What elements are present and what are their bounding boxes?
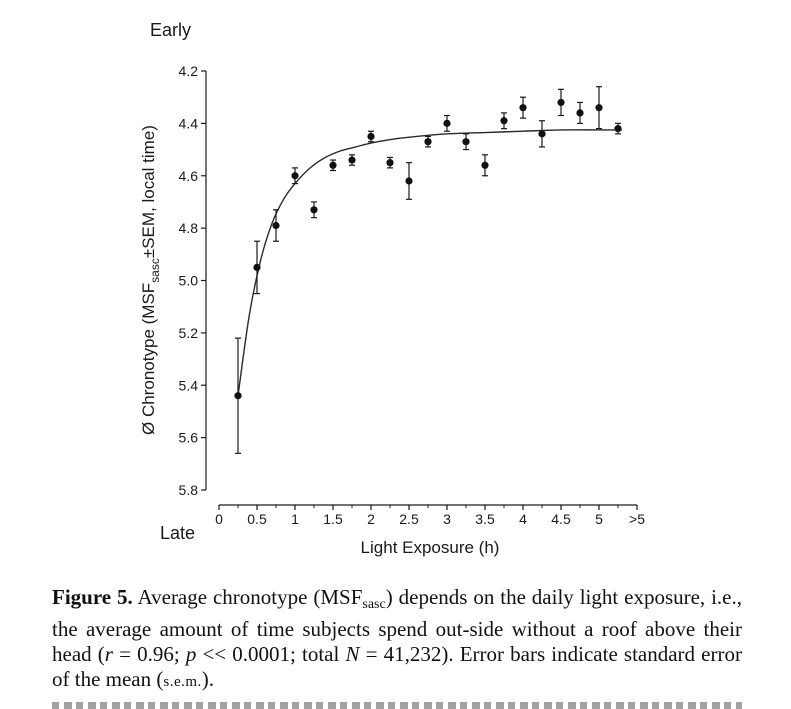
point-marker <box>500 117 508 125</box>
point-marker <box>519 104 527 112</box>
data-point <box>234 337 242 454</box>
figure-caption: Figure 5. Average chronotype (MSFsasc) d… <box>52 585 742 691</box>
y-tick-label: 5.4 <box>179 377 199 393</box>
point-marker <box>443 119 451 127</box>
data-point <box>462 133 470 151</box>
x-tick-label: 3.5 <box>475 511 495 527</box>
point-marker <box>234 392 242 400</box>
data-point <box>367 130 375 143</box>
data-marks <box>234 86 622 454</box>
x-tick-label: >5 <box>629 511 645 527</box>
y-axis-title: Ø Chronotype (MSFsasc±SEM, local time) <box>139 125 162 435</box>
data-point <box>519 96 527 119</box>
chart: Early Late Ø Chronotype (MSFsasc±SEM, lo… <box>139 20 646 557</box>
fit-curve <box>237 129 622 396</box>
x-tick-label: 4 <box>519 511 527 527</box>
x-tick-label: 2 <box>367 511 375 527</box>
y-tick-label: 4.2 <box>179 63 199 79</box>
point-marker <box>538 130 546 138</box>
caption-label: Figure 5. <box>52 585 133 609</box>
x-tick-label: 0.5 <box>247 511 267 527</box>
data-point <box>595 86 603 130</box>
y-tick-label: 4.4 <box>179 115 199 131</box>
y-tick-label: 5.2 <box>179 325 199 341</box>
data-point <box>310 201 318 219</box>
point-marker <box>291 172 299 180</box>
point-marker <box>329 161 337 169</box>
late-label: Late <box>160 523 195 543</box>
x-tick-label: 3 <box>443 511 451 527</box>
x-tick-label: 0 <box>215 511 223 527</box>
data-point <box>348 154 356 166</box>
data-point <box>424 135 432 148</box>
x-tick-label: 5 <box>595 511 603 527</box>
data-point <box>405 162 413 200</box>
point-marker <box>272 221 280 230</box>
data-point <box>500 112 508 130</box>
y-tick-label: 4.8 <box>179 220 199 236</box>
x-axis-title: Light Exposure (h) <box>361 538 500 557</box>
point-marker <box>424 138 432 146</box>
data-point <box>614 122 622 135</box>
data-point <box>481 154 489 177</box>
data-point <box>329 159 337 172</box>
early-label: Early <box>150 20 191 40</box>
point-marker <box>595 104 603 112</box>
point-marker <box>462 138 470 146</box>
point-marker <box>367 132 375 141</box>
data-point <box>576 101 584 124</box>
data-point <box>538 120 546 148</box>
x-tick-label: 4.5 <box>551 511 571 527</box>
point-marker <box>348 156 356 164</box>
data-point <box>272 209 280 242</box>
x-tick-label: 1.5 <box>323 511 343 527</box>
axes: 4.2 4.4 4.6 4.8 5.0 5.2 5.4 5.6 5.8 0 0.5 1 1.5 2 2.5 3… <box>179 63 646 527</box>
point-marker <box>405 177 413 185</box>
data-point <box>253 240 261 295</box>
point-marker <box>310 206 318 214</box>
data-point <box>291 167 299 185</box>
data-point <box>557 88 565 117</box>
x-tick-label: 2.5 <box>399 511 419 527</box>
x-tick-label: 1 <box>291 511 299 527</box>
point-marker <box>576 109 584 117</box>
point-marker <box>557 98 565 107</box>
data-point <box>386 156 394 169</box>
y-tick-label: 5.8 <box>179 482 199 498</box>
point-marker <box>253 263 261 272</box>
y-tick-label: 5.0 <box>179 273 199 289</box>
next-line-fragment <box>52 700 742 709</box>
point-marker <box>481 161 489 169</box>
point-marker <box>386 159 394 167</box>
y-tick-label: 5.6 <box>179 430 199 446</box>
point-marker <box>614 125 622 133</box>
y-tick-label: 4.6 <box>179 168 199 184</box>
data-point <box>443 114 451 132</box>
